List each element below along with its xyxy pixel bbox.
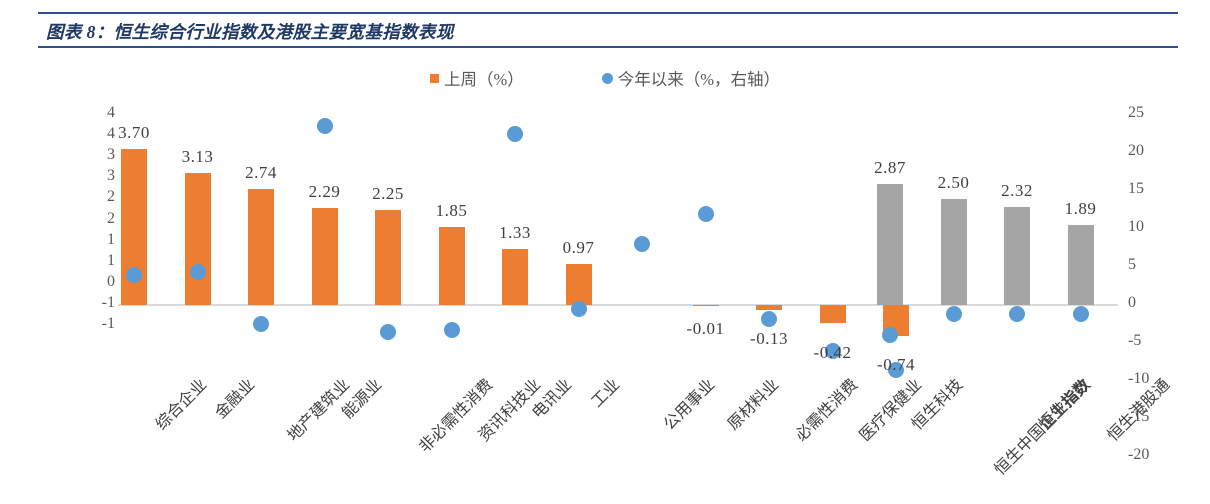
page-title: 图表 8：恒生综合行业指数及港股主要宽基指数表现 — [46, 22, 454, 42]
bar-value-label: -0.01 — [686, 319, 725, 338]
bar-value-label: -0.13 — [750, 329, 788, 348]
ytd-marker[interactable] — [888, 361, 904, 378]
ytd-marker[interactable] — [380, 323, 396, 340]
category-label: 恒生指数 — [1035, 376, 1094, 434]
bar-value-label: 3.13 — [181, 146, 214, 166]
left-axis-tick: 2 — [107, 209, 115, 227]
bar-value-label: 2.50 — [937, 173, 970, 193]
bar[interactable] — [940, 199, 967, 305]
left-axis-tick: -1 — [101, 315, 115, 333]
right-axis-tick: 10 — [1128, 218, 1144, 235]
square-marker-icon — [430, 73, 439, 83]
left-axis-tick: -1 — [101, 294, 115, 311]
bar[interactable] — [692, 305, 719, 306]
right-axis-tick: -5 — [1128, 332, 1142, 349]
left-axis-tick: 4 — [107, 125, 115, 143]
ytd-marker[interactable] — [697, 205, 714, 222]
bar-value-label: 1.85 — [435, 200, 468, 220]
bar-value-label: 2.87 — [874, 157, 906, 177]
bar[interactable] — [877, 183, 903, 305]
left-axis-tick: 3 — [107, 167, 115, 185]
category-label: 综合企业 — [152, 376, 211, 434]
bar-value-label: 3.70 — [118, 122, 150, 142]
bar-value-label: 1.89 — [1064, 199, 1097, 219]
ytd-marker[interactable] — [945, 306, 962, 323]
left-axis-tick: 2 — [107, 188, 115, 206]
ytd-marker[interactable] — [316, 118, 333, 135]
ytd-marker[interactable] — [507, 126, 523, 142]
right-axis-tick: 15 — [1128, 180, 1144, 197]
category-label: 工业 — [588, 376, 623, 411]
right-axis-tick: 0 — [1128, 294, 1136, 311]
category-label: 原材料业 — [724, 376, 782, 434]
ytd-marker[interactable] — [189, 264, 206, 281]
category-label: 金融业 — [211, 376, 258, 423]
category-label: 公用事业 — [660, 376, 719, 434]
zero-baseline — [118, 304, 1118, 306]
bar[interactable] — [184, 172, 211, 305]
ytd-marker[interactable] — [570, 300, 587, 317]
bar[interactable] — [311, 208, 338, 305]
bar-value-label: 2.32 — [1001, 181, 1033, 201]
ytd-marker[interactable] — [1072, 306, 1089, 323]
figure-title-block: 图表 8：恒生综合行业指数及港股主要宽基指数表现 — [38, 12, 1178, 48]
bar[interactable] — [1067, 225, 1094, 305]
left-axis-tick: 4 — [107, 104, 115, 121]
right-axis-tick: -10 — [1128, 370, 1150, 387]
right-axis-tick: -20 — [1128, 446, 1150, 463]
bar-value-label: 2.74 — [245, 163, 277, 183]
bar-value-label: 1.33 — [499, 222, 531, 242]
right-axis-tick: 5 — [1128, 256, 1136, 273]
category-label: 必需性消费 — [792, 376, 862, 445]
legend-item-ytd[interactable]: 今年以来（%，右轴） — [601, 66, 780, 90]
ytd-marker[interactable] — [761, 310, 777, 327]
ytd-marker[interactable] — [824, 342, 841, 359]
circle-marker-icon — [601, 72, 613, 84]
ytd-marker[interactable] — [443, 322, 460, 339]
ytd-marker[interactable] — [126, 266, 142, 283]
bar[interactable] — [819, 305, 846, 323]
bar[interactable] — [1004, 207, 1030, 305]
legend-item-last-week[interactable]: 上周（%） — [430, 66, 524, 90]
bar[interactable] — [438, 226, 465, 305]
bar[interactable] — [502, 248, 528, 305]
bar-value-label: -0.42 — [813, 343, 852, 362]
right-axis-tick: -15 — [1128, 408, 1150, 425]
right-axis-tick: 25 — [1128, 104, 1144, 121]
chart-legend: 上周（%） 今年以来（%，右轴） — [0, 66, 1210, 90]
bar-value-label: 2.25 — [372, 184, 404, 203]
ytd-marker[interactable] — [253, 316, 269, 332]
ytd-marker[interactable] — [634, 236, 650, 253]
bar-value-label: 0.97 — [562, 238, 595, 258]
left-axis-tick: 1 — [107, 251, 115, 269]
ytd-marker[interactable] — [882, 327, 898, 344]
legend-label-last-week: 上周（%） — [444, 70, 524, 89]
bar[interactable] — [756, 305, 782, 311]
right-axis-tick: 20 — [1128, 142, 1144, 159]
bar-value-label: -0.74 — [877, 355, 915, 374]
left-axis-tick: 1 — [107, 230, 115, 248]
bar[interactable] — [565, 264, 592, 305]
bar-value-label: 2.29 — [308, 182, 341, 202]
legend-label-ytd: 今年以来（%，右轴） — [617, 70, 780, 89]
left-axis-tick: 0 — [107, 272, 115, 290]
bar[interactable] — [375, 210, 401, 305]
bar[interactable] — [248, 189, 274, 305]
left-axis-tick: 3 — [107, 146, 115, 164]
ytd-marker[interactable] — [1009, 306, 1025, 323]
